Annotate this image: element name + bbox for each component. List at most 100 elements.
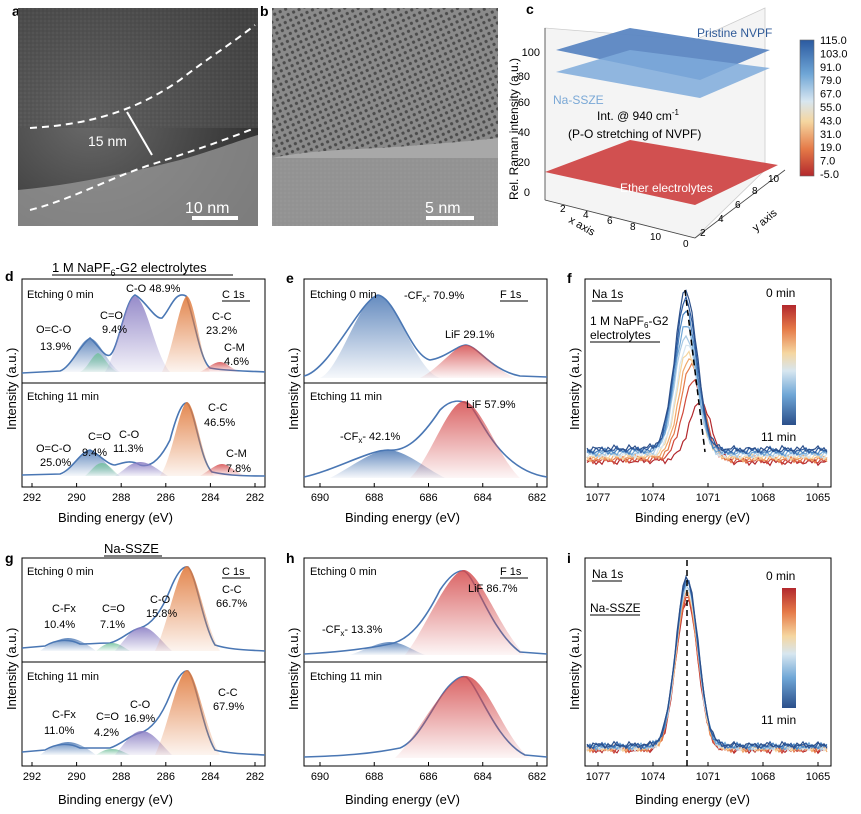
z-tick: 100 bbox=[522, 47, 540, 59]
peak-guide-f bbox=[684, 289, 706, 453]
x-tick-label: 284 bbox=[201, 492, 219, 504]
label: 25.0% bbox=[40, 457, 71, 469]
x-tick-label: 292 bbox=[23, 771, 41, 783]
label: O=C-O bbox=[36, 443, 72, 455]
etch-label-g-bottom: Etching 11 min bbox=[27, 671, 99, 683]
label: C-O bbox=[150, 594, 171, 606]
y-axis-label-e: Intensity (a.u.) bbox=[286, 348, 301, 430]
annotations-e: Etching 0 min F 1s -CFx- 70.9% LiF 29.1%… bbox=[310, 289, 528, 445]
label: 7.1% bbox=[100, 619, 125, 631]
peak-g-top-cfx bbox=[40, 638, 96, 651]
x-tick-label: 690 bbox=[311, 492, 329, 504]
tem-substrate-a bbox=[18, 135, 258, 226]
etch-label-e-top: Etching 0 min bbox=[310, 289, 377, 301]
y-axis-line-c bbox=[694, 169, 786, 239]
label-cfx-bottom: -CFx- 42.1% bbox=[340, 431, 400, 445]
x-tick-label: 282 bbox=[246, 771, 264, 783]
label: 23.2% bbox=[206, 325, 237, 337]
panel-b: b 5 nm bbox=[260, 3, 498, 226]
x-tick-label: 282 bbox=[246, 492, 264, 504]
z-tick: 80 bbox=[518, 71, 530, 83]
label: C-O bbox=[130, 699, 151, 711]
colorbar-label: 19.0 bbox=[820, 142, 841, 154]
x-tick-label: 688 bbox=[365, 771, 383, 783]
peak-d-top-co bbox=[105, 296, 170, 372]
z-tick: 0 bbox=[524, 187, 530, 199]
x-tick-label: 1074 bbox=[641, 492, 665, 504]
peak-e-top-lif bbox=[420, 345, 515, 378]
x-tick-label: 290 bbox=[67, 771, 85, 783]
label-lif-h: LiF 86.7% bbox=[468, 583, 518, 595]
y-tick: 2 bbox=[700, 228, 706, 239]
label: C=O bbox=[102, 603, 125, 615]
hrtem-texture-b bbox=[272, 158, 498, 226]
label: C-O bbox=[119, 429, 140, 441]
panel-label-i: i bbox=[567, 550, 571, 566]
z-tick: 20 bbox=[518, 157, 530, 169]
x-ticks-c: 2 4 6 8 10 bbox=[560, 204, 662, 243]
panel-label-a: a bbox=[12, 3, 20, 19]
x-tick-label: 688 bbox=[365, 492, 383, 504]
core-tag-f: Na 1s bbox=[592, 287, 623, 301]
na-spectra-f bbox=[586, 289, 828, 467]
label: C-Fx bbox=[52, 709, 76, 721]
annotations-h: Etching 0 min F 1s LiF 86.7% -CFx- 13.3%… bbox=[310, 566, 528, 683]
x-tick: 8 bbox=[630, 222, 636, 233]
panel-c: c 0 20 40 60 80 100 Rel. Raman intensity… bbox=[507, 1, 848, 250]
tem-texture-a bbox=[18, 8, 258, 128]
x-tick-label: 288 bbox=[112, 771, 130, 783]
peak-g-top-cc bbox=[155, 566, 220, 651]
x-ticks-d: 292 290 288 286 284 282 bbox=[23, 483, 264, 504]
x-tick-label: 1068 bbox=[751, 492, 775, 504]
x-tick-label: 1065 bbox=[806, 771, 830, 783]
x-tick-label: 1065 bbox=[806, 492, 830, 504]
z-ticks-c: 0 20 40 60 80 100 bbox=[518, 47, 540, 199]
condition-f-line1: 1 M NaPF6-G2 bbox=[590, 314, 669, 330]
peak-e-top-cfx bbox=[320, 295, 440, 378]
panel-i: i Na 1s Na-SSZE 0 min 11 min 1077 1074 107… bbox=[567, 550, 832, 807]
x-tick: 6 bbox=[607, 216, 613, 227]
label-cfx-top: -CFx- 70.9% bbox=[404, 290, 464, 304]
na-spectra-i bbox=[586, 574, 828, 755]
etch-label-g-top: Etching 0 min bbox=[27, 566, 94, 578]
panel-a: a 15 nm 10 nm bbox=[12, 3, 258, 226]
panel-label-e: e bbox=[286, 270, 294, 286]
y-axis-label-h: Intensity (a.u.) bbox=[286, 628, 301, 710]
y-axis-label-g: Intensity (a.u.) bbox=[4, 628, 19, 710]
core-tag-g: C 1s bbox=[222, 566, 245, 578]
x-axis-label-c: x axis bbox=[567, 214, 598, 239]
label: C-C bbox=[222, 584, 242, 596]
condition-f-line2: electrolytes bbox=[590, 328, 651, 342]
colorbar-label: -5.0 bbox=[820, 169, 839, 181]
x-tick-label: 1071 bbox=[696, 771, 720, 783]
x-tick-label: 284 bbox=[201, 771, 219, 783]
core-tag-h: F 1s bbox=[500, 566, 522, 578]
x-tick-label: 292 bbox=[23, 492, 41, 504]
y-tick: 8 bbox=[752, 186, 758, 197]
thickness-marker bbox=[126, 111, 153, 156]
na-spectrum-curve bbox=[586, 575, 828, 750]
x-axis-label-f: Binding energy (eV) bbox=[635, 510, 750, 525]
label-lif-bottom: LiF 57.9% bbox=[466, 399, 516, 411]
x-tick-label: 286 bbox=[157, 492, 175, 504]
colorbar-top-f: 0 min bbox=[766, 286, 795, 300]
colorbar-i bbox=[782, 588, 796, 708]
peak-d-bot-co2 bbox=[85, 463, 120, 476]
x-tick: 10 bbox=[650, 232, 662, 243]
label: C=O bbox=[100, 310, 123, 322]
etch-label-d-bottom: Etching 11 min bbox=[27, 391, 99, 403]
x-axis-label-h: Binding energy (eV) bbox=[345, 792, 460, 807]
panel-label-h: h bbox=[286, 550, 295, 566]
x-tick-label: 682 bbox=[528, 771, 546, 783]
y-tick: 10 bbox=[768, 174, 780, 185]
condition-i: Na-SSZE bbox=[590, 601, 641, 615]
colorbar-label: 115.0 bbox=[820, 35, 847, 47]
y-ticks-c: 0 2 4 6 8 10 bbox=[683, 174, 780, 250]
x-axis-line-c bbox=[544, 199, 696, 239]
label: 13.9% bbox=[40, 341, 71, 353]
y-axis-label-d: Intensity (a.u.) bbox=[4, 348, 19, 430]
colorbar-label: 91.0 bbox=[820, 62, 841, 74]
label: 67.9% bbox=[213, 701, 244, 713]
colorbar-f bbox=[782, 305, 796, 425]
x-tick-label: 684 bbox=[474, 492, 492, 504]
